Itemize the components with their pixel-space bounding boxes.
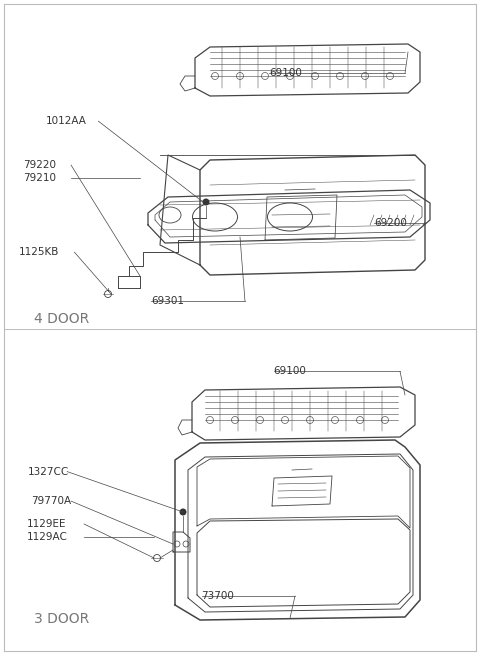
Text: 69100: 69100	[274, 366, 306, 377]
Text: 3 DOOR: 3 DOOR	[34, 612, 89, 626]
Text: 4 DOOR: 4 DOOR	[34, 312, 89, 326]
Text: 1125KB: 1125KB	[19, 247, 60, 257]
Text: 1129EE: 1129EE	[26, 519, 66, 529]
Text: 1012AA: 1012AA	[46, 116, 86, 126]
Text: 79220: 79220	[23, 160, 56, 170]
Text: 69200: 69200	[374, 217, 407, 228]
Circle shape	[203, 198, 209, 206]
Text: 73700: 73700	[202, 591, 234, 601]
Text: 1129AC: 1129AC	[26, 532, 67, 542]
Circle shape	[180, 508, 187, 515]
Text: 79210: 79210	[23, 173, 56, 183]
Text: 69100: 69100	[269, 68, 301, 79]
Text: 69301: 69301	[151, 296, 184, 307]
Text: 79770A: 79770A	[31, 496, 72, 506]
Text: 1327CC: 1327CC	[28, 466, 69, 477]
